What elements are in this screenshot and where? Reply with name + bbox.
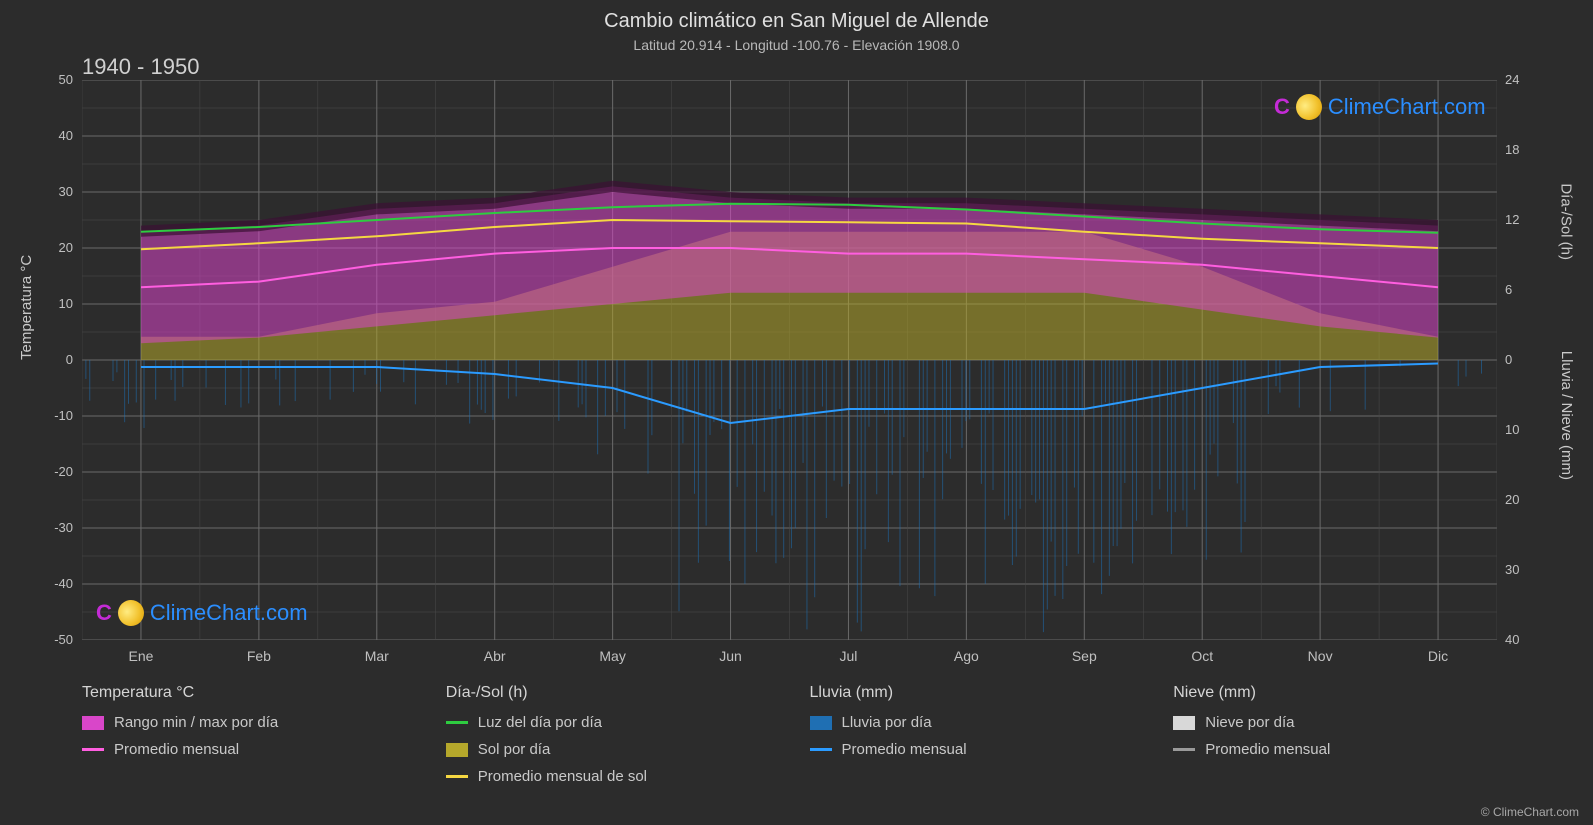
swatch-temp-avg <box>82 748 104 751</box>
legend-label: Promedio mensual <box>842 741 967 758</box>
legend-label: Promedio mensual <box>114 741 239 758</box>
legend-head-daysun: Día-/Sol (h) <box>446 684 770 702</box>
logo-sun-icon <box>118 600 144 626</box>
legend-head-rain: Lluvia (mm) <box>810 684 1134 702</box>
swatch-sun <box>446 743 468 757</box>
logo-c-icon: C <box>96 600 112 626</box>
brand-name: ClimeChart.com <box>150 600 308 626</box>
y-axis-right-top-label: Día-/Sol (h) <box>1558 183 1575 260</box>
swatch-sun-avg <box>446 775 468 778</box>
logo-sun-icon <box>1296 94 1322 120</box>
page-subtitle: Latitud 20.914 - Longitud -100.76 - Elev… <box>0 33 1593 53</box>
legend-item-rain-avg: Promedio mensual <box>810 741 1134 758</box>
swatch-rain-daily <box>810 716 832 730</box>
copyright-text: © ClimeChart.com <box>1481 805 1579 819</box>
page-title: Cambio climático en San Miguel de Allend… <box>0 0 1593 33</box>
legend-col-daysun: Día-/Sol (h) Luz del día por día Sol por… <box>446 684 770 795</box>
legend-item-temp-avg: Promedio mensual <box>82 741 406 758</box>
legend-col-rain: Lluvia (mm) Lluvia por día Promedio mens… <box>810 684 1134 795</box>
logo-c-icon: C <box>1274 94 1290 120</box>
legend-item-sun-avg: Promedio mensual de sol <box>446 768 770 785</box>
legend-item-daylight: Luz del día por día <box>446 714 770 731</box>
legend-head-temp: Temperatura °C <box>82 684 406 702</box>
watermark-bottom: C ClimeChart.com <box>96 600 308 626</box>
legend-head-snow: Nieve (mm) <box>1173 684 1497 702</box>
legend-label: Nieve por día <box>1205 714 1294 731</box>
legend-item-rain-daily: Lluvia por día <box>810 714 1134 731</box>
legend-label: Promedio mensual <box>1205 741 1330 758</box>
legend-label: Sol por día <box>478 741 551 758</box>
brand-name: ClimeChart.com <box>1328 94 1486 120</box>
legend: Temperatura °C Rango min / max por día P… <box>82 684 1497 795</box>
y-axis-right-bottom-label: Lluvia / Nieve (mm) <box>1558 351 1575 480</box>
legend-col-temp: Temperatura °C Rango min / max por día P… <box>82 684 406 795</box>
swatch-snow-daily <box>1173 716 1195 730</box>
swatch-snow-avg <box>1173 748 1195 751</box>
legend-item-snow-daily: Nieve por día <box>1173 714 1497 731</box>
swatch-rain-avg <box>810 748 832 751</box>
legend-item-sun: Sol por día <box>446 741 770 758</box>
plot-area <box>82 80 1497 640</box>
legend-label: Rango min / max por día <box>114 714 278 731</box>
watermark-top: C ClimeChart.com <box>1274 94 1486 120</box>
legend-col-snow: Nieve (mm) Nieve por día Promedio mensua… <box>1173 684 1497 795</box>
legend-item-temp-range: Rango min / max por día <box>82 714 406 731</box>
legend-label: Lluvia por día <box>842 714 932 731</box>
year-range-label: 1940 - 1950 <box>82 54 199 80</box>
legend-label: Luz del día por día <box>478 714 602 731</box>
legend-item-snow-avg: Promedio mensual <box>1173 741 1497 758</box>
swatch-daylight <box>446 721 468 724</box>
legend-label: Promedio mensual de sol <box>478 768 647 785</box>
swatch-temp-range <box>82 716 104 730</box>
x-axis-months: EneFebMarAbrMayJunJulAgoSepOctNovDic <box>82 648 1497 668</box>
